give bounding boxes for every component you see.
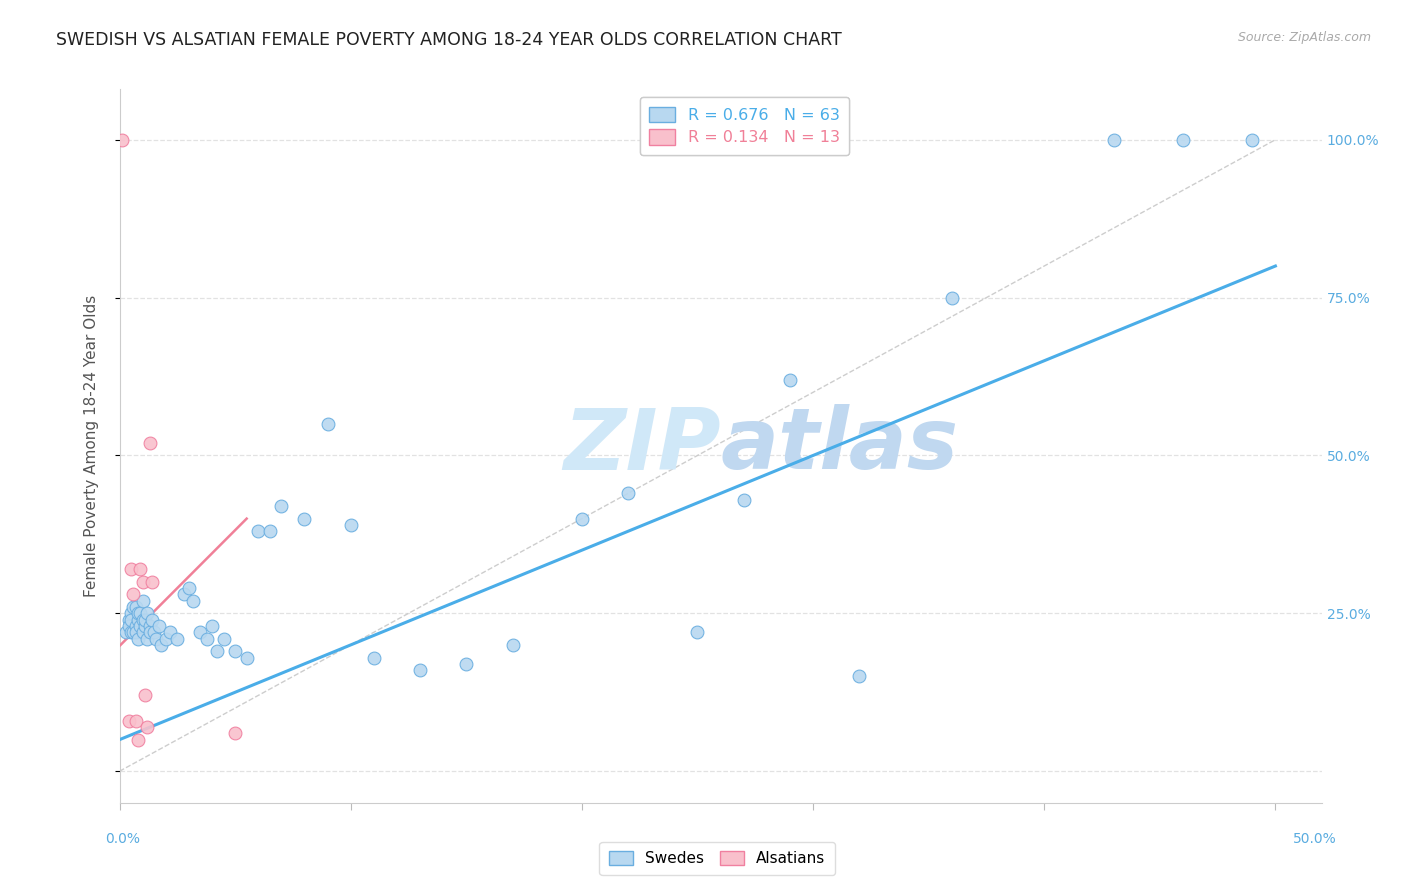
Point [224,644,246,658]
Point [138,619,160,633]
Point [125,600,148,615]
Point [122,625,145,640]
Point [134,689,156,703]
Point [150,638,173,652]
Point [686,625,709,640]
Point [122,600,145,615]
Point [190,625,212,640]
Point [127,607,149,621]
Point [125,625,148,640]
Point [339,517,361,532]
Point [136,607,159,621]
Point [136,720,159,734]
Text: Source: ZipAtlas.com: Source: ZipAtlas.com [1237,31,1371,45]
Point [166,632,188,646]
Point [316,417,339,431]
Point [1171,133,1194,147]
Point [125,714,148,728]
Point [115,625,138,640]
Point [118,613,141,627]
Point [136,632,159,646]
Point [155,632,177,646]
Point [195,632,218,646]
Point [138,435,160,450]
Point [363,650,385,665]
Point [134,619,156,633]
Point [733,492,755,507]
Point [129,607,152,621]
Point [138,625,160,640]
Point [134,613,156,627]
Point [143,625,166,640]
Point [270,499,292,513]
Point [941,291,963,305]
Point [120,625,142,640]
Text: 50.0%: 50.0% [1292,832,1337,846]
Point [617,486,640,500]
Point [259,524,281,539]
Point [148,619,170,633]
Point [159,625,181,640]
Point [122,587,145,601]
Text: 0.0%: 0.0% [105,832,139,846]
Point [779,373,801,387]
Point [131,574,153,589]
Point [145,632,167,646]
Point [201,619,224,633]
Point [129,619,152,633]
Point [177,581,200,595]
Point [127,632,149,646]
Point [129,562,152,576]
Point [118,619,141,633]
Point [141,613,163,627]
Point [111,133,134,147]
Point [183,593,205,607]
Point [173,587,195,601]
Point [205,644,228,658]
Point [131,625,153,640]
Point [224,726,246,740]
Point [212,632,235,646]
Legend: R = 0.676   N = 63, R = 0.134   N = 13: R = 0.676 N = 63, R = 0.134 N = 13 [640,97,849,155]
Point [127,732,149,747]
Point [848,669,870,683]
Point [120,613,142,627]
Point [247,524,270,539]
Point [131,613,153,627]
Point [120,562,142,576]
Point [294,511,316,525]
Point [456,657,478,671]
Point [141,574,163,589]
Point [131,593,153,607]
Point [118,714,141,728]
Point [125,619,148,633]
Text: SWEDISH VS ALSATIAN FEMALE POVERTY AMONG 18-24 YEAR OLDS CORRELATION CHART: SWEDISH VS ALSATIAN FEMALE POVERTY AMONG… [56,31,842,49]
Point [1241,133,1264,147]
Point [409,663,432,677]
Point [502,638,524,652]
Text: ZIP: ZIP [562,404,720,488]
Point [1102,133,1125,147]
Point [120,607,142,621]
Point [127,613,149,627]
Point [235,650,257,665]
Point [571,511,593,525]
Y-axis label: Female Poverty Among 18-24 Year Olds: Female Poverty Among 18-24 Year Olds [84,295,98,597]
Legend: Swedes, Alsatians: Swedes, Alsatians [599,841,835,875]
Text: atlas: atlas [720,404,959,488]
